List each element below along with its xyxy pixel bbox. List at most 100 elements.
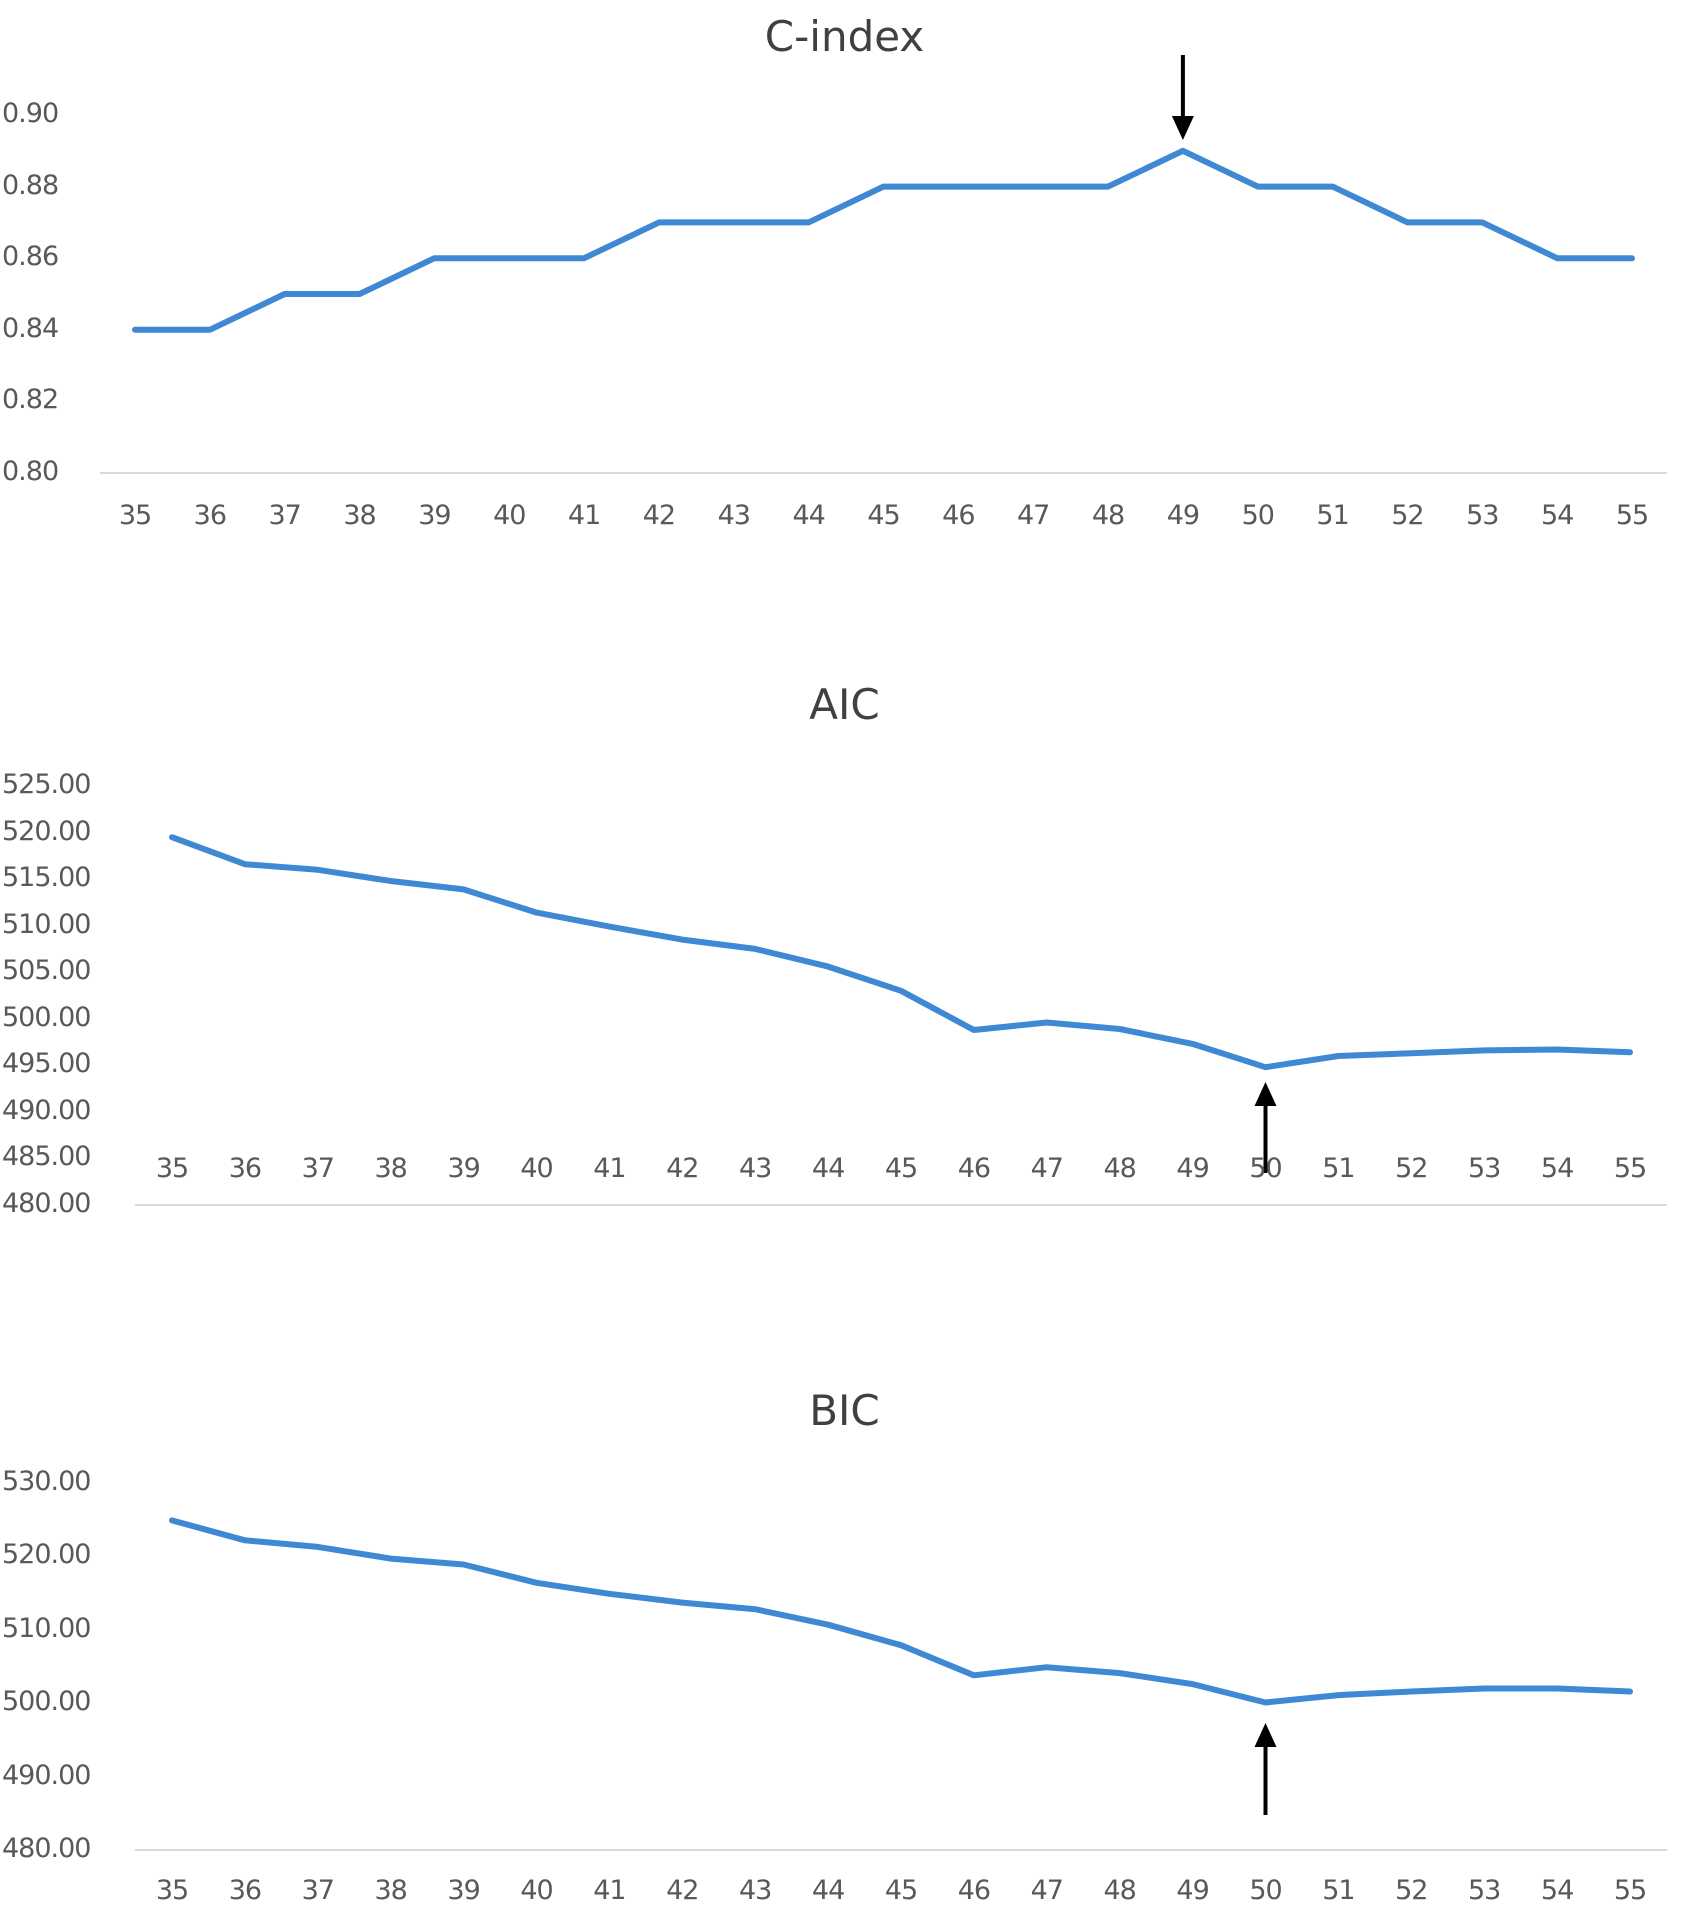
x-tick-label: 36 [228, 1875, 262, 1906]
x-tick-label: 53 [1466, 500, 1499, 531]
data-series-line [169, 834, 1633, 1071]
y-tick-label: 500.00 [2, 1001, 91, 1033]
arrow-up-icon [1254, 1082, 1277, 1173]
x-tick-label: 44 [792, 500, 825, 531]
x-tick-label: 38 [343, 500, 376, 531]
c-index-chart: C-index 0.90 0.88 0.86 0.84 0.82 0.80 35 36 37 38… [0, 0, 1689, 560]
x-tick-label: 42 [642, 500, 676, 531]
y-tick-label: 0.84 [2, 312, 59, 344]
x-tick-label: 52 [1395, 1153, 1428, 1184]
y-tick-label: 510.00 [2, 908, 91, 940]
y-tick-label: 0.86 [2, 241, 59, 273]
x-tick-label: 50 [1249, 1153, 1282, 1184]
x-tick-label: 49 [1176, 1875, 1209, 1906]
x-tick-label: 51 [1322, 1153, 1355, 1184]
x-tick-label: 39 [418, 500, 451, 531]
x-tick-label: 43 [717, 500, 751, 531]
y-tick-label: 520.00 [2, 815, 91, 847]
y-tick-label: 525.00 [2, 769, 91, 800]
y-tick-label: 515.00 [2, 862, 91, 894]
x-tick-label: 46 [957, 1875, 991, 1906]
x-tick-label: 47 [1017, 500, 1050, 531]
x-tick-label: 35 [155, 1153, 189, 1184]
arrow-up-icon [1254, 1723, 1277, 1815]
x-tick-label: 54 [1540, 500, 1574, 531]
x-tick-label: 55 [1613, 1153, 1647, 1184]
x-tick-label: 41 [567, 500, 601, 531]
x-tick-label: 54 [1540, 1153, 1574, 1184]
x-tick-label: 39 [447, 1875, 480, 1906]
data-series-line [169, 1517, 1633, 1706]
x-tick-label: 40 [493, 500, 526, 531]
x-tick-label: 36 [228, 1153, 262, 1184]
x-tick-label: 43 [739, 1153, 772, 1184]
y-tick-label: 485.00 [2, 1141, 91, 1173]
y-tick-label: 495.00 [2, 1048, 91, 1080]
y-tick-label: 510.00 [2, 1612, 91, 1644]
y-tick-label: 480.00 [2, 1188, 91, 1219]
x-tick-label: 40 [520, 1875, 553, 1906]
x-tick-label: 41 [593, 1153, 626, 1184]
x-tick-label: 55 [1613, 1875, 1647, 1906]
y-tick-label: 480.00 [2, 1833, 91, 1864]
bic-chart: BIC 530.00 520.00 510.00 500.00 490.00 480.00… [0, 1340, 1689, 1927]
x-tick-label: 39 [447, 1153, 480, 1184]
x-tick-label: 35 [118, 500, 152, 531]
x-tick-label: 44 [811, 1153, 845, 1184]
x-tick-label: 42 [666, 1875, 699, 1906]
plot-area [100, 55, 1667, 474]
x-tick-label: 38 [374, 1875, 408, 1906]
x-tick-label: 38 [374, 1153, 408, 1184]
x-tick-label: 48 [1091, 500, 1125, 531]
x-tick-label: 42 [666, 1153, 699, 1184]
y-tick-label: 500.00 [2, 1686, 91, 1718]
x-tick-label: 45 [884, 1875, 918, 1906]
x-tick-label: 51 [1316, 500, 1349, 531]
arrow-down-icon [1171, 55, 1194, 140]
plot-area [135, 834, 1667, 1206]
y-tick-label: 490.00 [2, 1759, 91, 1791]
y-tick-label: 505.00 [2, 955, 91, 987]
x-tick-label: 44 [811, 1875, 845, 1906]
x-tick-label: 37 [301, 1153, 335, 1184]
x-tick-label: 50 [1241, 500, 1275, 531]
x-tick-label: 53 [1468, 1153, 1501, 1184]
aic-chart: AIC 525.00 520.00 515.00 510.00 505.00 500.00… [0, 640, 1689, 1260]
x-tick-label: 52 [1395, 1875, 1428, 1906]
x-tick-label: 46 [957, 1153, 991, 1184]
y-tick-label: 0.90 [2, 98, 59, 129]
x-tick-label: 54 [1540, 1875, 1574, 1906]
data-series-line [132, 147, 1635, 333]
y-tick-label: 0.88 [2, 169, 59, 201]
x-tick-label: 55 [1615, 500, 1649, 531]
x-tick-label: 50 [1249, 1875, 1282, 1906]
x-tick-label: 49 [1166, 500, 1200, 531]
x-tick-label: 51 [1322, 1875, 1355, 1906]
y-tick-label: 520.00 [2, 1539, 91, 1571]
x-tick-label: 53 [1468, 1875, 1501, 1906]
chart-title: AIC [809, 680, 880, 729]
x-tick-label: 37 [268, 500, 302, 531]
x-tick-label: 45 [867, 500, 900, 531]
x-tick-label: 47 [1030, 1875, 1064, 1906]
x-tick-label: 43 [739, 1875, 772, 1906]
y-tick-label: 530.00 [2, 1466, 91, 1497]
y-tick-label: 0.82 [2, 384, 59, 416]
plot-area [135, 1517, 1667, 1851]
x-tick-label: 52 [1391, 500, 1424, 531]
chart-title: C-index [764, 12, 925, 61]
chart-title: BIC [809, 1386, 880, 1435]
x-tick-label: 48 [1103, 1153, 1137, 1184]
y-tick-label: 0.80 [2, 456, 59, 487]
x-tick-label: 45 [884, 1153, 918, 1184]
x-tick-label: 46 [942, 500, 975, 531]
x-tick-label: 41 [593, 1875, 626, 1906]
y-tick-label: 490.00 [2, 1094, 91, 1126]
x-tick-label: 48 [1103, 1875, 1137, 1906]
x-tick-label: 37 [301, 1875, 335, 1906]
x-tick-label: 40 [520, 1153, 553, 1184]
x-tick-label: 35 [155, 1875, 189, 1906]
x-tick-label: 47 [1030, 1153, 1064, 1184]
x-tick-label: 49 [1176, 1153, 1209, 1184]
x-tick-label: 36 [193, 500, 227, 531]
